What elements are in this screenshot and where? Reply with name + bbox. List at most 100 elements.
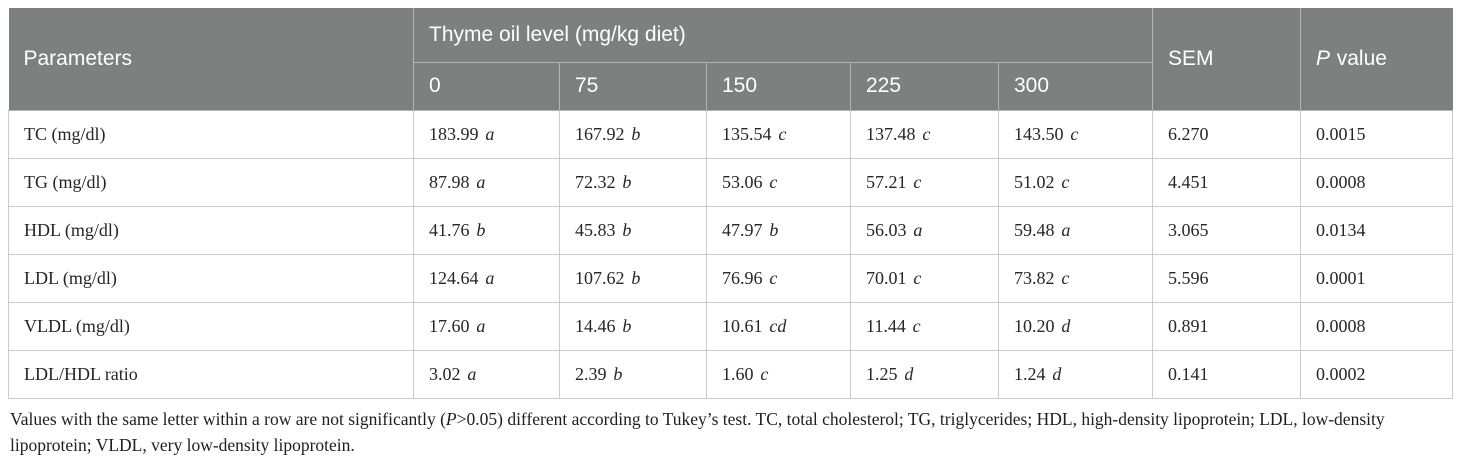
value-number: 73.82 xyxy=(1014,267,1055,288)
value-cell: 70.01 c xyxy=(850,253,999,303)
significance-letter: b xyxy=(622,171,632,192)
value-number: 87.98 xyxy=(429,171,470,192)
header-sem: SEM xyxy=(1152,8,1301,111)
value-cell: 73.82 c xyxy=(998,253,1153,303)
parameter-cell: VLDL (mg/dl) xyxy=(8,301,414,351)
value-cell: 72.32 b xyxy=(559,157,707,207)
value-number: 183.99 xyxy=(429,123,479,144)
significance-letter: a xyxy=(485,267,495,288)
value-cell: 59.48 a xyxy=(998,205,1153,255)
value-number: 10.61 xyxy=(722,315,763,336)
value-number: 51.02 xyxy=(1014,171,1055,192)
value-cell: 51.02 c xyxy=(998,157,1153,207)
header-group-row: Parameters Thyme oil level (mg/kg diet) … xyxy=(8,8,1453,111)
value-number: 41.76 xyxy=(429,219,470,240)
table-row: HDL (mg/dl) 41.76 b 45.83 b 47.97 b 56.03 a 59.48… xyxy=(8,205,1453,255)
value-number: 56.03 xyxy=(866,219,907,240)
significance-letter: c xyxy=(913,171,922,192)
significance-letter: b xyxy=(631,267,641,288)
value-number: 70.01 xyxy=(866,267,907,288)
value-cell: 87.98 a xyxy=(413,157,560,207)
p-value-cell: 0.0001 xyxy=(1300,253,1453,303)
significance-letter: c xyxy=(760,363,769,384)
value-cell: 41.76 b xyxy=(413,205,560,255)
sem-cell: 3.065 xyxy=(1152,205,1301,255)
parameter-cell: LDL (mg/dl) xyxy=(8,253,414,303)
parameter-cell: TG (mg/dl) xyxy=(8,157,414,207)
value-number: 14.46 xyxy=(575,315,616,336)
table-row: TG (mg/dl) 87.98 a 72.32 b 53.06 c 57.21 c 51.02 c… xyxy=(8,157,1453,207)
value-number: 135.54 xyxy=(722,123,772,144)
significance-letter: a xyxy=(913,219,923,240)
value-cell: 57.21 c xyxy=(850,157,999,207)
value-cell: 53.06 c xyxy=(706,157,851,207)
significance-letter: a xyxy=(476,315,486,336)
sem-cell: 0.891 xyxy=(1152,301,1301,351)
p-value-cell: 0.0015 xyxy=(1300,109,1453,159)
lipid-profile-table: Parameters Thyme oil level (mg/kg diet) … xyxy=(8,8,1453,399)
value-cell: 10.20 d xyxy=(998,301,1153,351)
p-value-italic-p: P xyxy=(1316,46,1331,70)
value-cell: 11.44 c xyxy=(850,301,999,351)
sem-cell: 0.141 xyxy=(1152,349,1301,399)
value-number: 1.60 xyxy=(722,363,754,384)
value-cell: 10.61 cd xyxy=(706,301,851,351)
footnote-post: >0.05) different according to Tukey’s te… xyxy=(10,408,1385,456)
header-level-225: 225 xyxy=(850,61,999,111)
significance-letter: a xyxy=(467,363,477,384)
significance-letter: c xyxy=(769,171,778,192)
p-value-cell: 0.0134 xyxy=(1300,205,1453,255)
value-number: 76.96 xyxy=(722,267,763,288)
significance-letter: b xyxy=(613,363,623,384)
footnote-italic-p: P xyxy=(445,408,457,429)
header-level-150: 150 xyxy=(706,61,851,111)
table-header: Parameters Thyme oil level (mg/kg diet) … xyxy=(8,8,1453,111)
significance-letter: a xyxy=(476,171,486,192)
significance-letter: d xyxy=(904,363,914,384)
significance-letter: d xyxy=(1061,315,1071,336)
value-number: 107.62 xyxy=(575,267,625,288)
p-value-cell: 0.0002 xyxy=(1300,349,1453,399)
significance-letter: c xyxy=(912,315,921,336)
value-cell: 135.54 c xyxy=(706,109,851,159)
table-footnote: Values with the same letter within a row… xyxy=(10,406,1446,459)
header-level-75: 75 xyxy=(559,61,707,111)
p-value-rest: value xyxy=(1336,46,1387,70)
header-level-row: 0 75 150 225 300 xyxy=(9,61,1453,111)
significance-letter: b xyxy=(631,123,641,144)
value-cell: 76.96 c xyxy=(706,253,851,303)
table-row: LDL (mg/dl) 124.64 a 107.62 b 76.96 c 70.01 c 73.… xyxy=(8,253,1453,303)
value-number: 1.24 xyxy=(1014,363,1046,384)
sem-cell: 6.270 xyxy=(1152,109,1301,159)
significance-letter: a xyxy=(1061,219,1071,240)
value-cell: 183.99 a xyxy=(413,109,560,159)
parameter-cell: HDL (mg/dl) xyxy=(8,205,414,255)
value-cell: 56.03 a xyxy=(850,205,999,255)
value-cell: 137.48 c xyxy=(850,109,999,159)
header-thyme-oil-group: Thyme oil level (mg/kg diet) xyxy=(413,8,1153,63)
p-value-cell: 0.0008 xyxy=(1300,157,1453,207)
value-number: 10.20 xyxy=(1014,315,1055,336)
footnote-pre: Values with the same letter within a row… xyxy=(10,408,446,429)
sem-cell: 4.451 xyxy=(1152,157,1301,207)
value-number: 2.39 xyxy=(575,363,607,384)
value-number: 11.44 xyxy=(866,315,906,336)
significance-letter: c xyxy=(1061,267,1070,288)
value-cell: 1.25 d xyxy=(850,349,999,399)
value-number: 72.32 xyxy=(575,171,616,192)
value-number: 59.48 xyxy=(1014,219,1055,240)
table-row: VLDL (mg/dl) 17.60 a 14.46 b 10.61 cd 11.44 c 10.… xyxy=(8,301,1453,351)
value-cell: 3.02 a xyxy=(413,349,560,399)
significance-letter: c xyxy=(769,267,778,288)
value-cell: 2.39 b xyxy=(559,349,707,399)
table-row: TC (mg/dl) 183.99 a 167.92 b 135.54 c 137.48 c 14… xyxy=(8,109,1453,159)
value-cell: 167.92 b xyxy=(559,109,707,159)
value-number: 3.02 xyxy=(429,363,461,384)
value-cell: 47.97 b xyxy=(706,205,851,255)
value-number: 45.83 xyxy=(575,219,616,240)
value-number: 124.64 xyxy=(429,267,479,288)
significance-letter: b xyxy=(769,219,779,240)
sem-cell: 5.596 xyxy=(1152,253,1301,303)
